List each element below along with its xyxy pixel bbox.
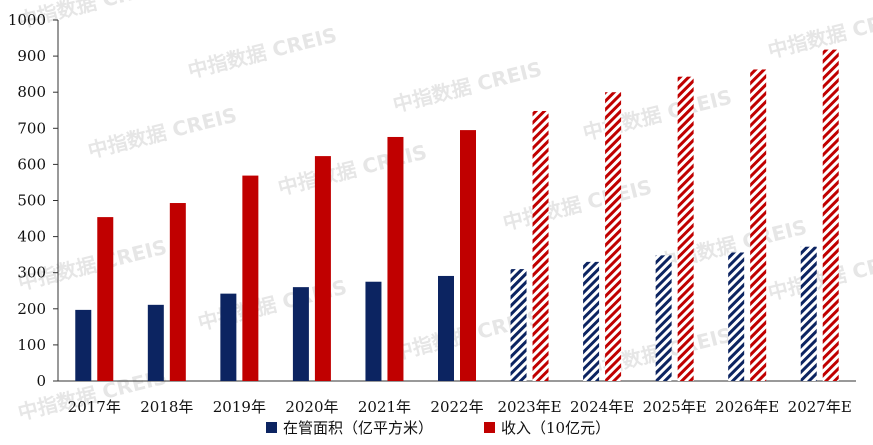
bar-revenue-5 [460, 130, 476, 381]
bar-area-4 [365, 281, 382, 381]
x-tick-label: 2023年E [497, 398, 561, 416]
bars [75, 49, 839, 382]
bar-area-7 [583, 261, 600, 381]
legend: 在管面积（亿平方米） 收入（10亿元） [266, 419, 610, 437]
bar-area-1 [147, 304, 164, 381]
x-tick-label: 2018年 [140, 398, 193, 416]
y-tick-label: 700 [17, 119, 46, 137]
watermark-text: 中指数据 CREIS [85, 103, 239, 163]
y-tick-label: 600 [17, 155, 46, 173]
bar-revenue-3 [314, 156, 331, 381]
y-tick-label: 100 [17, 336, 46, 354]
legend-swatch-revenue [484, 422, 495, 433]
y-tick-label: 500 [17, 192, 46, 210]
x-tick-label: 2020年 [285, 398, 338, 416]
bar-revenue-1 [169, 203, 186, 381]
watermark-text: 中指数据 CREIS [765, 245, 873, 305]
bar-area-2 [220, 293, 237, 381]
watermark-text: 中指数据 CREIS [765, 3, 873, 63]
bar-revenue-8 [677, 76, 694, 381]
axes: 0 100 200 300 400 500 600 700 800 900 1000 [8, 11, 856, 390]
x-tick-labels: 2017年 2018年 2019年 2020年 2021年 2022年 2023年E 2024… [68, 398, 852, 416]
bar-area-10 [800, 246, 817, 381]
x-tick-label: 2024年E [570, 398, 634, 416]
y-tick-label: 1000 [8, 11, 46, 29]
bar-revenue-0 [97, 217, 114, 381]
bar-revenue-9 [750, 69, 767, 381]
x-tick-label: 2019年 [213, 398, 266, 416]
legend-swatch-area [266, 422, 277, 433]
x-tick-label: 2022年 [430, 398, 483, 416]
watermark-text: 中指数据 CREIS [390, 57, 544, 117]
x-tick-label: 2026年E [715, 398, 779, 416]
y-tick-label: 400 [17, 228, 46, 246]
watermark-text: 中指数据 CREIS [580, 85, 734, 145]
x-tick-label: 2021年 [358, 398, 411, 416]
bar-area-3 [292, 287, 309, 381]
bar-area-0 [75, 309, 92, 381]
bar-area-8 [655, 255, 672, 381]
watermark-text: 中指数据 CREIS [500, 175, 654, 235]
bar-revenue-10 [822, 49, 839, 382]
y-tick-label: 900 [17, 47, 46, 65]
watermark-text: 中指数据 CREIS [185, 23, 339, 83]
y-tick-label: 200 [17, 300, 46, 318]
y-tick-label: 800 [17, 83, 46, 101]
x-tick-label: 2025年E [643, 398, 707, 416]
watermark-text: 中指数据 CREIS [275, 140, 429, 200]
bar-revenue-4 [387, 136, 404, 381]
y-tick-label: 0 [36, 372, 46, 390]
bar-revenue-6 [532, 110, 549, 382]
y-tick-label: 300 [17, 264, 46, 282]
bar-area-5 [438, 275, 454, 381]
bar-revenue-2 [242, 175, 259, 381]
legend-label-revenue: 收入（10亿元） [501, 419, 610, 437]
bar-revenue-7 [605, 92, 622, 381]
legend-label-area: 在管面积（亿平方米） [283, 419, 433, 437]
bar-area-9 [728, 252, 745, 381]
x-tick-label: 2027年E [788, 398, 852, 416]
bar-area-6 [510, 269, 527, 381]
x-tick-label: 2017年 [68, 398, 121, 416]
